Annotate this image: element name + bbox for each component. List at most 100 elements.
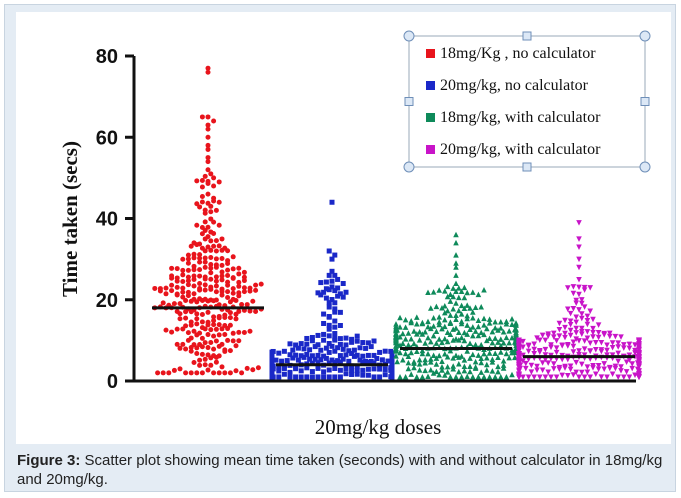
data-point — [500, 362, 507, 368]
data-point — [570, 290, 577, 297]
data-point — [326, 314, 332, 320]
data-point — [545, 369, 551, 376]
data-point — [453, 264, 459, 270]
data-point — [337, 374, 343, 380]
data-point — [174, 278, 180, 284]
data-point — [525, 343, 532, 349]
data-point — [553, 374, 560, 380]
legend[interactable]: 18mg/Kg , no calculator 20mg/kg, no calcu… — [403, 30, 651, 173]
data-point — [365, 352, 371, 358]
data-point — [202, 248, 208, 254]
data-point — [450, 355, 456, 361]
data-point — [340, 356, 346, 362]
data-point — [321, 369, 327, 375]
data-point — [595, 334, 602, 341]
data-point — [183, 346, 189, 352]
data-point — [205, 181, 211, 187]
data-point — [197, 267, 203, 273]
data-point — [329, 284, 335, 290]
data-point — [202, 255, 208, 261]
data-point — [227, 348, 233, 354]
data-point — [357, 345, 363, 351]
data-point — [470, 332, 476, 339]
data-point — [453, 352, 459, 359]
data-point — [587, 374, 593, 380]
data-point — [520, 338, 526, 345]
data-point — [428, 356, 434, 362]
data-point — [191, 267, 197, 273]
data-point — [553, 349, 560, 356]
data-point — [233, 368, 239, 374]
data-point — [411, 328, 417, 334]
data-point — [517, 365, 523, 372]
data-point — [573, 297, 579, 304]
data-point — [615, 374, 621, 380]
data-point — [354, 367, 360, 373]
data-point — [211, 219, 217, 225]
data-point — [216, 179, 222, 185]
data-point — [171, 367, 177, 373]
data-point — [194, 345, 200, 351]
data-point — [579, 297, 585, 303]
data-point — [439, 305, 445, 311]
data-point — [281, 365, 287, 371]
data-point — [453, 260, 459, 266]
data-point — [365, 366, 371, 372]
data-point — [191, 276, 197, 282]
legend-selection-handles[interactable] — [403, 30, 651, 173]
data-point — [169, 288, 175, 294]
data-point — [604, 352, 610, 358]
data-point — [598, 374, 605, 380]
data-point — [601, 366, 607, 372]
data-point — [590, 365, 596, 371]
data-point — [219, 292, 225, 298]
data-point — [213, 256, 219, 262]
data-point — [332, 306, 338, 312]
data-point — [343, 352, 349, 358]
data-point — [573, 369, 579, 376]
data-point — [475, 373, 482, 380]
data-point — [500, 339, 507, 346]
data-point — [244, 365, 250, 371]
data-point — [478, 341, 484, 348]
data-point — [270, 374, 276, 380]
data-point — [430, 352, 437, 359]
data-point — [180, 285, 186, 291]
data-point — [160, 370, 166, 376]
data-point — [442, 302, 448, 309]
data-point — [211, 230, 217, 236]
data-point — [484, 355, 490, 361]
data-point — [389, 366, 395, 372]
data-point — [374, 355, 380, 361]
data-point — [197, 357, 203, 363]
data-point — [329, 343, 335, 349]
data-point — [188, 309, 194, 315]
data-point — [318, 347, 324, 353]
data-point — [531, 341, 537, 347]
data-point — [481, 373, 487, 380]
data-point — [211, 175, 217, 181]
data-point — [576, 338, 582, 344]
legend-edge-handle — [640, 97, 650, 106]
data-point — [595, 362, 602, 369]
data-point — [199, 178, 205, 184]
data-point — [180, 289, 186, 295]
data-point — [250, 298, 256, 304]
data-point — [205, 126, 211, 132]
data-point — [287, 369, 293, 375]
data-point — [205, 122, 211, 128]
data-point — [573, 325, 579, 332]
data-point — [472, 304, 479, 310]
data-point — [581, 352, 588, 358]
data-point — [213, 274, 219, 280]
data-point — [332, 348, 338, 354]
data-point — [542, 374, 549, 380]
data-point — [587, 348, 593, 355]
data-point — [307, 356, 313, 362]
data-point — [402, 350, 409, 357]
data-point — [216, 343, 222, 349]
data-point — [430, 332, 437, 339]
data-point — [340, 294, 346, 300]
data-point — [461, 337, 468, 344]
data-point — [219, 247, 225, 253]
